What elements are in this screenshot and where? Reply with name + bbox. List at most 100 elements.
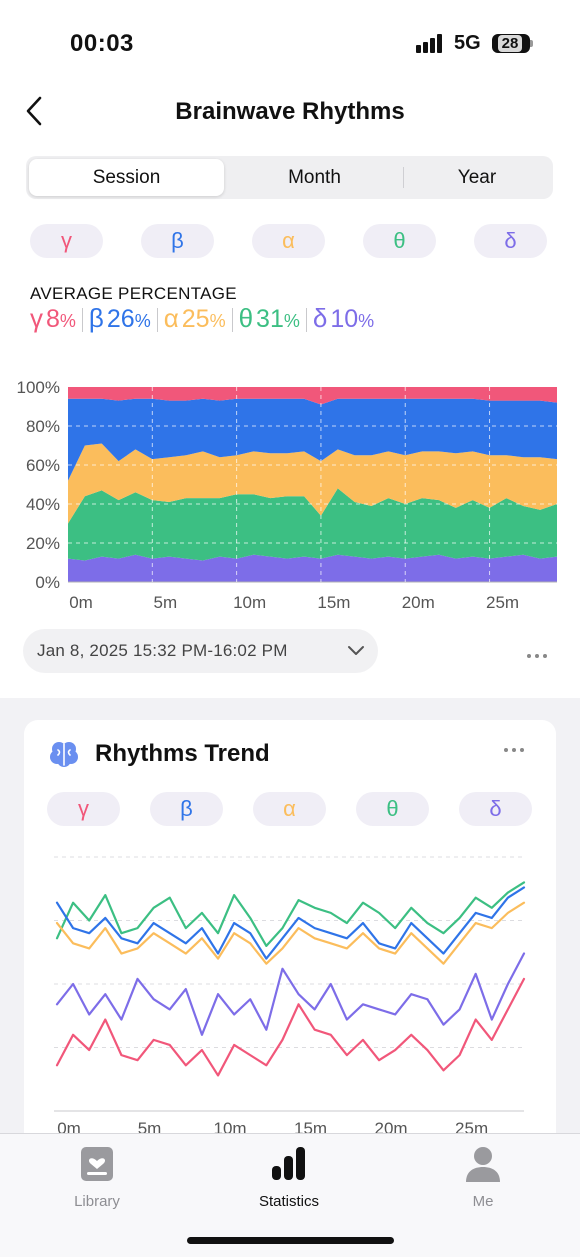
average-gamma: γ 8 % (30, 303, 76, 334)
battery-icon: 28 (492, 34, 530, 53)
average-symbol: δ (312, 303, 328, 333)
period-segmented-control: Session Month Year (26, 156, 553, 199)
x-tick-label: 10m (233, 593, 266, 612)
average-value: 31 (256, 305, 284, 333)
brain-icon (50, 742, 78, 767)
trend-filter-gamma[interactable]: γ (47, 792, 120, 826)
trend-filter-delta[interactable]: δ (459, 792, 532, 826)
tab-me[interactable]: Me (418, 1144, 548, 1210)
session-date-picker[interactable]: Jan 8, 2025 15:32 PM-16:02 PM (23, 629, 378, 673)
average-value: 26 (106, 305, 135, 333)
status-bar: 00:03 5G 28 (0, 0, 580, 80)
x-tick-label: 5m (153, 593, 177, 612)
y-tick-label: 0% (35, 573, 60, 592)
status-time: 00:03 (70, 30, 134, 57)
profile-icon (466, 1147, 500, 1182)
trend-filter-alpha[interactable]: α (253, 792, 326, 826)
trend-filter-theta[interactable]: θ (356, 792, 429, 826)
tab-me-label: Me (472, 1193, 494, 1210)
statistics-icon (272, 1147, 305, 1180)
divider (81, 308, 83, 332)
y-tick-label: 100% (17, 378, 60, 397)
bottom-tab-bar: Library Statistics Me (0, 1133, 580, 1257)
x-tick-label: 25m (486, 593, 519, 612)
x-tick-label: 0m (69, 593, 93, 612)
session-more-button[interactable] (527, 652, 551, 660)
session-date-range: Jan 8, 2025 15:32 PM-16:02 PM (37, 641, 288, 660)
y-tick-label: 60% (26, 456, 60, 475)
library-icon (81, 1147, 113, 1181)
average-value: 8 (46, 305, 60, 333)
segment-divider (403, 167, 404, 188)
area-series-delta (68, 554, 557, 582)
divider (231, 308, 233, 332)
y-tick-label: 40% (26, 495, 60, 514)
y-tick-label: 20% (26, 534, 60, 553)
area-series-beta (68, 398, 557, 481)
tab-statistics-label: Statistics (258, 1193, 319, 1210)
area-series-gamma (68, 387, 557, 405)
trend-line-delta (55, 952, 526, 1036)
tab-month[interactable]: Month (288, 167, 341, 188)
average-value: 10 (330, 305, 359, 333)
battery-tip (530, 40, 533, 47)
home-indicator (187, 1237, 394, 1244)
trend-title: Rhythms Trend (95, 740, 270, 767)
band-filter-delta[interactable]: δ (474, 224, 547, 258)
trend-line-theta (55, 881, 526, 948)
more-icon (504, 748, 508, 752)
network-label: 5G (454, 32, 481, 54)
average-unit: % (134, 311, 151, 331)
more-icon (543, 654, 547, 658)
more-icon (535, 654, 539, 658)
divider (305, 308, 307, 332)
chevron-left-icon (26, 96, 42, 126)
trend-line-beta (55, 886, 526, 960)
more-icon (520, 748, 524, 752)
back-button[interactable] (18, 94, 52, 128)
average-unit: % (283, 311, 300, 331)
average-unit: % (209, 311, 226, 331)
more-icon (527, 654, 531, 658)
tab-year[interactable]: Year (457, 167, 497, 188)
page-title: Brainwave Rhythms (175, 98, 405, 125)
x-tick-label: 20m (402, 593, 435, 612)
tab-statistics[interactable]: Statistics (224, 1144, 354, 1210)
signal-icon (416, 33, 446, 53)
stacked-area-chart: 0% 20% 40% 60% 80% 100% 0m 5m 10m 15m 20m 25m (17, 378, 557, 612)
trend-line-alpha (55, 901, 526, 965)
chevron-down-icon (348, 646, 364, 655)
band-filter-beta[interactable]: β (141, 224, 214, 258)
trend-line-gamma (55, 977, 526, 1077)
trend-line-chart: 0m 5m 10m 15m 20m 25m (54, 856, 526, 1138)
tab-session[interactable]: Session (29, 159, 224, 196)
average-symbol: β (88, 303, 104, 333)
band-filter-alpha[interactable]: α (252, 224, 325, 258)
average-symbol: γ (30, 303, 43, 333)
average-unit: % (59, 311, 76, 331)
nav-header: Brainwave Rhythms (0, 82, 580, 142)
average-percentage-label: AVERAGE PERCENTAGE (30, 284, 237, 303)
divider (156, 308, 158, 332)
brainwave-distribution-chart: 0% 20% 40% 60% 80% 100% 0m 5m 10m 15m 20m 25m (0, 370, 580, 620)
tab-library[interactable]: Library (32, 1144, 162, 1210)
average-alpha: α 25 % (164, 303, 226, 334)
trend-filter-beta[interactable]: β (150, 792, 223, 826)
average-symbol: α (163, 303, 179, 333)
average-values: γ 8 % β 26 % α 25 % θ 31 % δ 10 % (30, 303, 374, 337)
more-icon (512, 748, 516, 752)
band-filter-gamma[interactable]: γ (30, 224, 103, 258)
average-value: 25 (181, 305, 210, 333)
area-series-alpha (68, 443, 557, 524)
trend-more-button[interactable] (504, 746, 528, 754)
battery-level: 28 (498, 35, 522, 52)
band-filter-theta[interactable]: θ (363, 224, 436, 258)
average-unit: % (358, 311, 375, 331)
tab-library-label: Library (74, 1193, 120, 1210)
average-symbol: θ (238, 303, 254, 333)
rhythms-trend-chart: 0m 5m 10m 15m 20m 25m (24, 845, 556, 1140)
average-beta: β 26 % (89, 303, 151, 334)
average-theta: θ 31 % (239, 303, 300, 334)
x-tick-label: 15m (317, 593, 350, 612)
y-tick-label: 80% (26, 417, 60, 436)
